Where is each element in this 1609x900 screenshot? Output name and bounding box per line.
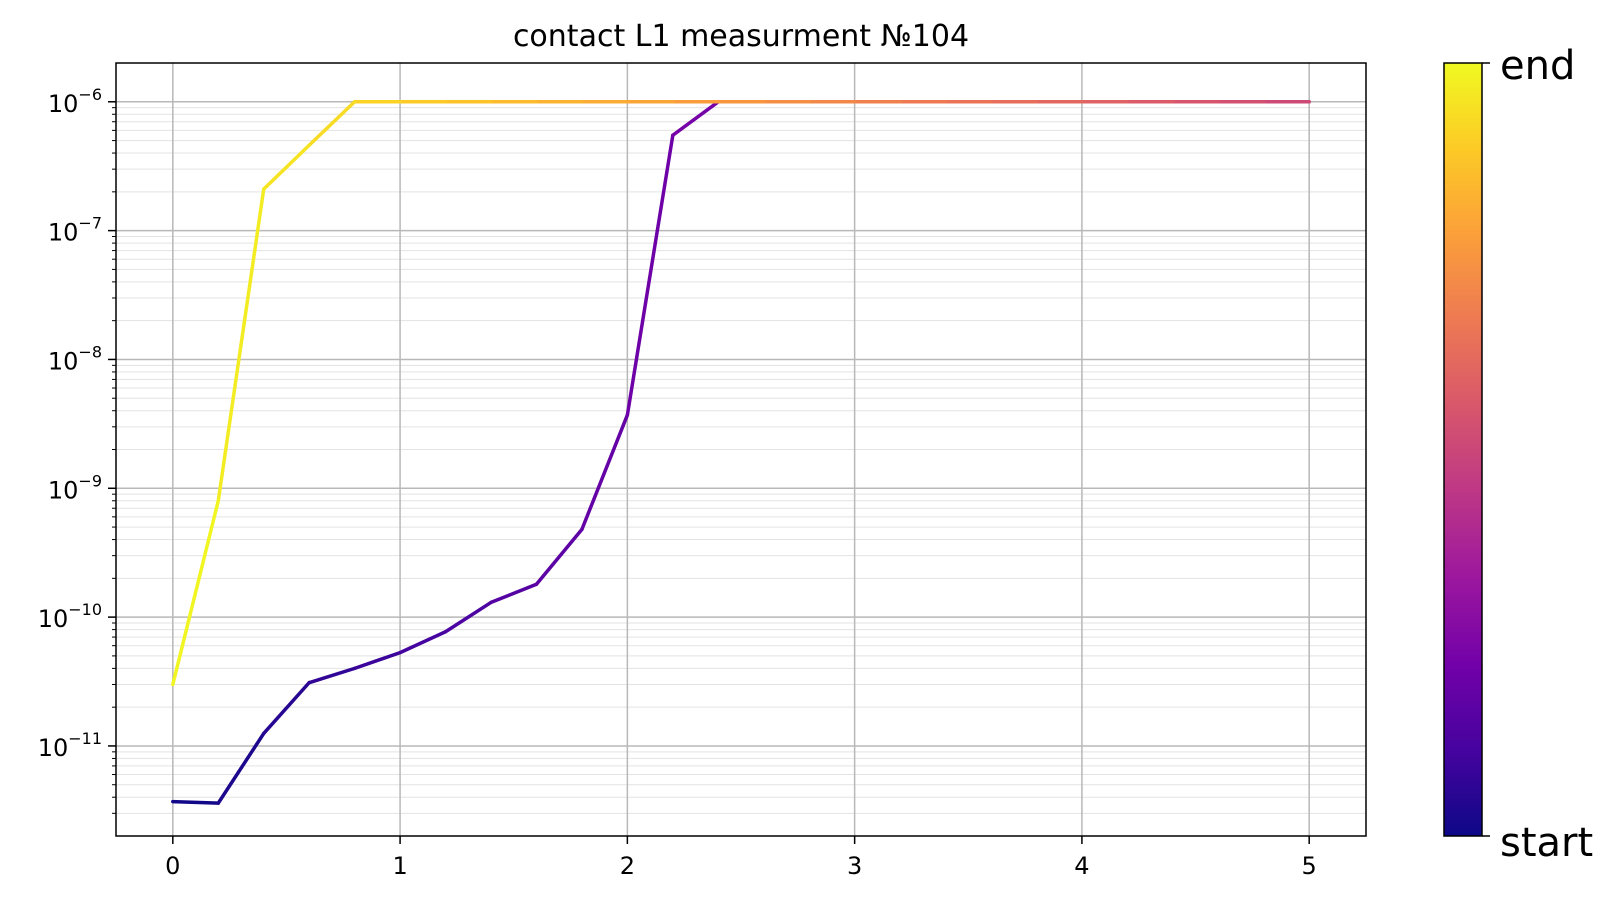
series-segment (534, 527, 584, 586)
colorbar: end start (1443, 43, 1593, 866)
series-segment (261, 680, 311, 736)
chart-title: contact L1 measurment №104 (513, 19, 969, 54)
y-tick-label: 10−10 (38, 600, 102, 633)
series-segment (443, 600, 493, 634)
series-segment (489, 582, 539, 605)
y-tick-label: 10−6 (48, 85, 102, 118)
series-segment (398, 629, 448, 655)
series-segment (216, 731, 266, 805)
y-tick-label: 10−9 (48, 471, 102, 504)
x-axis: 0 1 2 3 4 5 (165, 836, 1317, 880)
series-segment (216, 187, 266, 503)
series-segment (307, 666, 357, 685)
series-segment (261, 143, 311, 191)
series-segment (307, 100, 357, 147)
series-segment (625, 133, 675, 417)
grid (116, 63, 1366, 836)
x-tick-label: 4 (1074, 852, 1089, 880)
series-segment (171, 799, 221, 805)
x-tick-label: 0 (165, 852, 180, 880)
y-tick-label: 10−11 (38, 729, 102, 762)
series-line-2 (171, 100, 1311, 687)
series-segment (352, 650, 402, 671)
series-segment (671, 100, 721, 137)
series-segment (171, 499, 221, 687)
x-tick-label: 1 (392, 852, 407, 880)
x-tick-label: 3 (847, 852, 862, 880)
y-axis: 10−11 10−10 10−9 10−8 10−7 10−6 (38, 85, 116, 814)
x-tick-label: 2 (620, 852, 635, 880)
series-segment (580, 413, 630, 532)
colorbar-label-end: end (1500, 43, 1575, 89)
y-tick-label: 10−8 (48, 342, 102, 375)
colorbar-gradient (1443, 62, 1483, 837)
x-tick-label: 5 (1302, 852, 1317, 880)
series-line-1 (171, 100, 1311, 805)
y-tick-label: 10−7 (48, 214, 102, 247)
series-lines (171, 100, 1311, 805)
colorbar-label-start: start (1500, 820, 1593, 866)
